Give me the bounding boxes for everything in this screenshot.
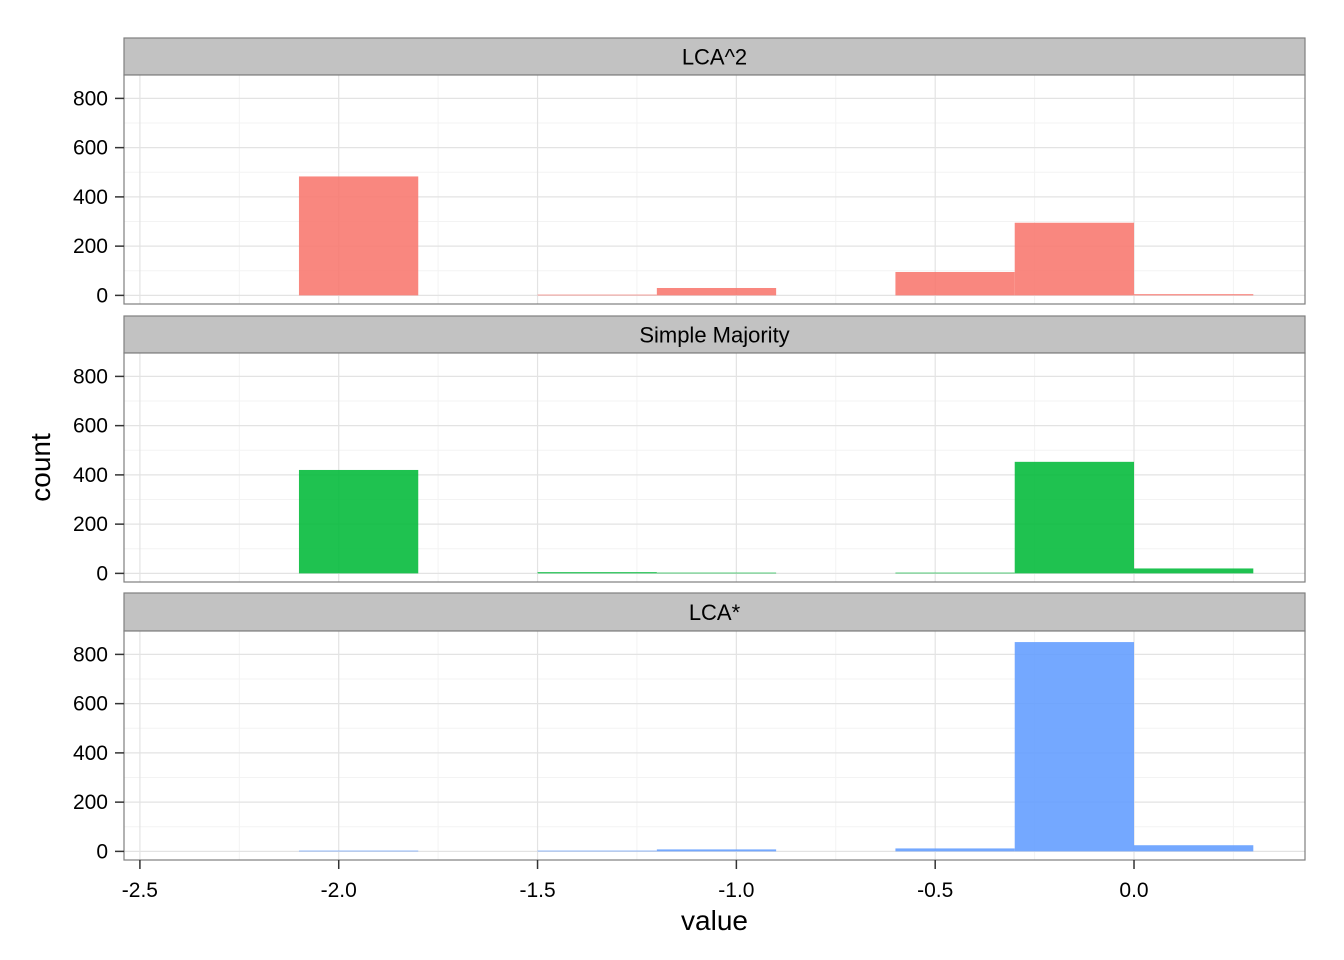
y-tick-label: 400: [73, 186, 108, 209]
histogram-bar: [537, 850, 657, 852]
histogram-bar: [895, 848, 1015, 852]
y-tick-label: 600: [73, 415, 108, 438]
y-axis-title: count: [25, 433, 56, 502]
x-tick-label: -1.5: [519, 879, 555, 902]
panel-border: [123, 352, 1306, 583]
histogram-bar: [1134, 568, 1254, 574]
y-tick-label: 400: [73, 742, 108, 765]
histogram-bar: [1014, 642, 1135, 852]
histogram-bar: [1014, 222, 1135, 296]
histogram-bar: [1134, 845, 1254, 852]
facet-strip-label: LCA*: [689, 600, 741, 625]
y-tick-label: 400: [73, 464, 108, 487]
y-tick-label: 0: [96, 284, 108, 307]
y-tick-label: 800: [73, 87, 108, 110]
panel-border: [123, 630, 1306, 861]
facet-strip-label: LCA^2: [682, 45, 747, 70]
x-axis-title: value: [681, 905, 748, 936]
histogram-bar: [1134, 294, 1254, 296]
y-tick-label: 200: [73, 513, 108, 536]
x-tick-label: -2.5: [122, 879, 158, 902]
y-tick-label: 0: [96, 840, 108, 863]
y-tick-label: 0: [96, 562, 108, 585]
y-tick-label: 200: [73, 235, 108, 258]
y-tick-label: 200: [73, 791, 108, 814]
panel-border: [123, 74, 1306, 305]
histogram-bar: [298, 176, 419, 296]
histogram-bar: [895, 271, 1015, 296]
y-tick-label: 800: [73, 365, 108, 388]
histogram-bar: [1014, 461, 1135, 574]
y-tick-label: 600: [73, 137, 108, 160]
histogram-bar: [537, 572, 657, 574]
histogram-bar: [656, 572, 777, 574]
histogram-bar: [656, 287, 777, 296]
facet-strip: [123, 592, 1306, 632]
histogram-bar: [298, 850, 419, 852]
facet-strip-label: Simple Majority: [639, 323, 789, 348]
x-tick-label: 0.0: [1119, 879, 1148, 902]
histogram-bar: [298, 469, 419, 574]
x-tick-label: -2.0: [321, 879, 357, 902]
facet-strip: [123, 37, 1306, 76]
x-tick-label: -0.5: [917, 879, 953, 902]
y-tick-label: 800: [73, 643, 108, 666]
y-tick-label: 600: [73, 693, 108, 716]
x-tick-label: -1.0: [718, 879, 754, 902]
histogram-bar: [656, 849, 777, 852]
histogram-bar: [537, 294, 657, 296]
histogram-bar: [895, 572, 1015, 574]
